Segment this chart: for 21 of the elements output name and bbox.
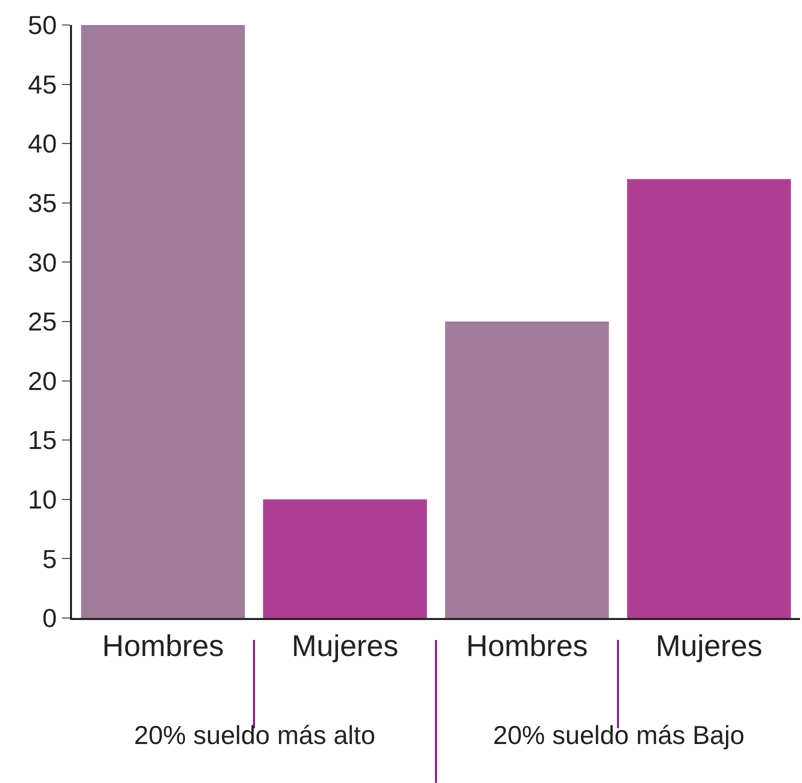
text: 20% sueldo más alto xyxy=(134,720,376,750)
y-tick-label: 30 xyxy=(28,247,57,278)
y-tick-label: 15 xyxy=(28,425,57,456)
y-tick-label: 35 xyxy=(28,188,57,218)
x-tick-label: Mujeres xyxy=(292,630,398,663)
y-tick-label: 5 xyxy=(42,544,57,574)
x-tick-label: Hombres xyxy=(102,630,224,663)
x-tick-label: Mujeres xyxy=(656,630,762,663)
text: 20% sueldo más Bajo xyxy=(493,720,744,750)
y-tick-label: 45 xyxy=(28,69,57,100)
bar xyxy=(263,499,427,618)
bar xyxy=(81,25,245,618)
x-tick-label: Hombres xyxy=(466,630,588,663)
y-tick-label: 0 xyxy=(42,603,57,634)
y-tick-label: 10 xyxy=(28,484,57,514)
y-tick-label: 40 xyxy=(28,128,57,159)
y-tick-label: 20 xyxy=(28,366,57,396)
bar xyxy=(627,179,791,618)
y-tick-label: 50 xyxy=(28,10,57,40)
y-tick-label: 25 xyxy=(28,306,57,337)
bar xyxy=(445,322,609,618)
